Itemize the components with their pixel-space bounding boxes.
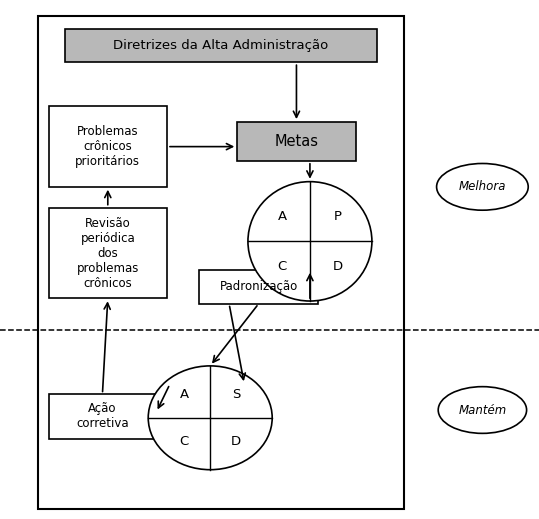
Text: C: C [278, 260, 287, 273]
Text: Padronização: Padronização [219, 280, 298, 293]
FancyBboxPatch shape [49, 394, 156, 439]
FancyBboxPatch shape [38, 16, 404, 509]
Ellipse shape [148, 366, 272, 470]
FancyBboxPatch shape [49, 208, 167, 298]
Ellipse shape [438, 387, 527, 433]
Ellipse shape [437, 163, 528, 210]
Text: C: C [179, 434, 189, 448]
Text: A: A [278, 210, 287, 223]
Text: A: A [179, 388, 189, 401]
Ellipse shape [248, 182, 372, 301]
Text: P: P [334, 210, 342, 223]
Text: D: D [231, 434, 241, 448]
Text: Melhora: Melhora [459, 180, 506, 194]
Text: S: S [232, 388, 240, 401]
Text: Metas: Metas [274, 134, 319, 149]
FancyBboxPatch shape [65, 29, 377, 62]
Text: Revisão
periódica
dos
problemas
crônicos: Revisão periódica dos problemas crônicos [77, 216, 139, 290]
FancyBboxPatch shape [237, 122, 356, 161]
FancyBboxPatch shape [49, 106, 167, 187]
FancyBboxPatch shape [199, 270, 318, 304]
Text: Problemas
crônicos
prioritários: Problemas crônicos prioritários [75, 125, 140, 168]
Text: Diretrizes da Alta Administração: Diretrizes da Alta Administração [113, 39, 329, 52]
FancyBboxPatch shape [191, 218, 221, 265]
Text: D: D [333, 260, 343, 273]
Text: Mantém: Mantém [458, 403, 507, 417]
Text: Ação
corretiva: Ação corretiva [76, 403, 129, 430]
